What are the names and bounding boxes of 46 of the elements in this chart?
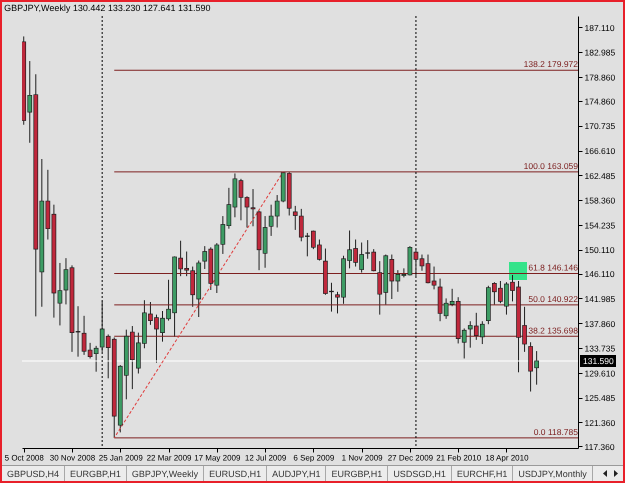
y-tick-label: 187.110: [584, 22, 615, 33]
x-tick-label: 30 Nov 2008: [50, 454, 96, 462]
x-tick-label: 5 Oct 2008: [4, 454, 44, 462]
chart-title: GBPJPY,Weekly 130.442 133.230 127.641 131.590: [4, 3, 210, 13]
y-tick-label: 174.860: [584, 96, 616, 106]
y-tick-label: 162.485: [584, 170, 616, 181]
y-tick-label: 129.610: [584, 368, 616, 378]
text: USDJPY,Monthly: [513, 466, 593, 481]
annotation: 100.0 163.059: [524, 160, 578, 171]
text: USDSGD,H1: [388, 466, 452, 481]
y-tick-label: 125.485: [584, 393, 616, 404]
text: GBPJPY,Weekly: [126, 466, 204, 481]
x-tick-label: 22 Mar 2009: [146, 454, 192, 462]
annotation: 0.0 118.785: [534, 426, 578, 437]
x-tick-label: 17 May 2009: [194, 454, 241, 462]
y-tick-label: 133.735: [584, 344, 616, 354]
y-tick-label: 154.235: [584, 220, 616, 230]
y-tick-label: 141.985: [584, 294, 616, 304]
annotation: 61.8 146.146: [528, 262, 578, 272]
y-tick-label: 146.110: [584, 269, 615, 280]
x-tick-label: 12 Jul 2009: [244, 454, 287, 462]
annotation: 50.0 140.922: [528, 294, 578, 304]
y-tick-label: 150.110: [584, 245, 615, 256]
ref-line-label: 131.590: [583, 356, 614, 366]
x-tick-label: 21 Feb 2010: [436, 454, 482, 462]
y-tick-label: 166.610: [584, 146, 616, 156]
text: EURCHF,H1: [452, 466, 514, 481]
y-tick-label: 121.360: [584, 418, 616, 428]
x-tick-label: 6 Sep 2009: [293, 454, 335, 462]
text: AUDJPY,H1: [267, 466, 326, 481]
text: EURGBP,H1: [326, 466, 388, 481]
y-tick-label: 170.735: [584, 121, 616, 132]
x-tick-label: 18 Apr 2010: [485, 454, 530, 462]
y-tick-label: 158.360: [584, 196, 616, 206]
text: EURUSD,H1: [204, 466, 268, 481]
x-tick-label: 27 Dec 2009: [388, 454, 434, 462]
text: EURGBP,H1: [65, 466, 127, 481]
y-tick-label: 178.860: [584, 72, 616, 82]
x-tick-label: 25 Jan 2009: [98, 454, 144, 462]
y-tick-label: 117.360: [584, 442, 615, 452]
y-tick-label: 137.860: [584, 318, 616, 329]
text: GBPUSD,H4: [2, 466, 66, 481]
x-tick-label: 1 Nov 2009: [342, 454, 384, 462]
annotation: 138.2 179.972: [524, 59, 578, 70]
annotation: 38.2 135.698: [528, 325, 578, 336]
y-tick-label: 182.985: [584, 48, 616, 58]
